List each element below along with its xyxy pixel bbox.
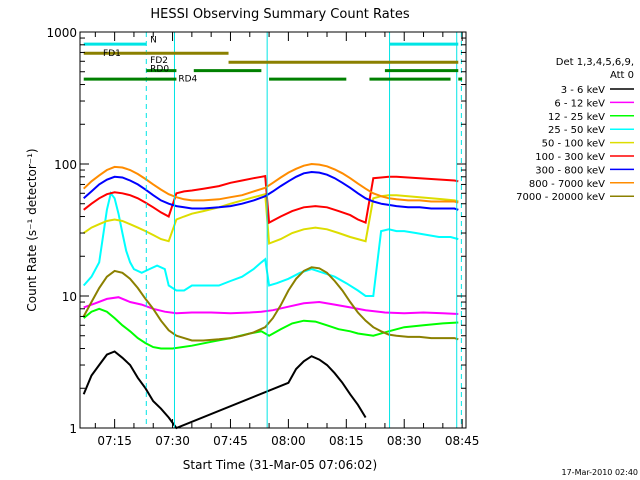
y-tick-label-4: 1000 <box>46 26 77 40</box>
flag-label-rd4: RD4 <box>178 75 197 85</box>
legend-label-5: 50 - 100 keV <box>542 139 606 150</box>
x-tick-label-5: 08:15 <box>329 434 364 448</box>
chart-title: HESSI Observing Summary Count Rates <box>150 7 409 22</box>
flag-label-rd0: RD0 <box>150 65 169 75</box>
x-tick-label-3: 07:45 <box>213 434 248 448</box>
x-axis-label: Start Time (31-Mar-05 07:06:02) <box>183 458 377 472</box>
legend-label-3: 12 - 25 keV <box>548 112 605 123</box>
y-axis-label: Count Rate (s⁻¹ detector⁻¹) <box>25 148 39 311</box>
series-line-4 <box>82 191 459 297</box>
axes: 1 10 100 1000 07:15 07:30 07:45 08:00 08:15 08:30… <box>46 26 479 448</box>
x-tick-label-6: 08:30 <box>387 434 422 448</box>
legend-label-4: 25 - 50 keV <box>548 125 605 136</box>
x-tick-label-7: 08:45 <box>445 434 480 448</box>
legend-header-1: Det 1,3,4,5,6,9, <box>556 57 634 68</box>
plot-area <box>82 32 462 430</box>
flag-label-n: N <box>150 36 157 46</box>
timestamp-label: 17-Mar-2010 02:40 <box>562 468 639 477</box>
legend-label-2: 6 - 12 keV <box>554 98 605 109</box>
legend-header-2: Att 0 <box>610 70 634 81</box>
x-tick-label-4: 08:00 <box>271 434 306 448</box>
legend-label-7: 300 - 800 keV <box>535 165 605 176</box>
series-line-2 <box>83 296 459 315</box>
legend-label-1: 3 - 6 keV <box>561 85 605 96</box>
series-line-9 <box>82 266 459 342</box>
series-line-7 <box>83 170 459 211</box>
x-tick-label-1: 07:15 <box>97 434 132 448</box>
legend-label-8: 800 - 7000 keV <box>529 179 605 190</box>
flag-label-fd2: FD2 <box>150 56 168 66</box>
y-tick-label-1: 1 <box>69 422 77 436</box>
x-tick-label-2: 07:30 <box>155 434 190 448</box>
series-line-6 <box>83 174 459 225</box>
y-tick-label-2: 10 <box>62 290 77 304</box>
y-tick-label-3: 100 <box>54 158 77 172</box>
plot-frame <box>79 31 467 429</box>
legend: Det 1,3,4,5,6,9, Att 0 3 - 6 keV 6 - 12 keV… <box>516 57 634 203</box>
series-line-5 <box>83 192 459 245</box>
legend-label-6: 100 - 300 keV <box>535 152 605 163</box>
series-line-8 <box>83 162 459 204</box>
legend-label-9: 7000 - 20000 keV <box>516 192 605 203</box>
flag-label-fd1: FD1 <box>103 49 121 59</box>
